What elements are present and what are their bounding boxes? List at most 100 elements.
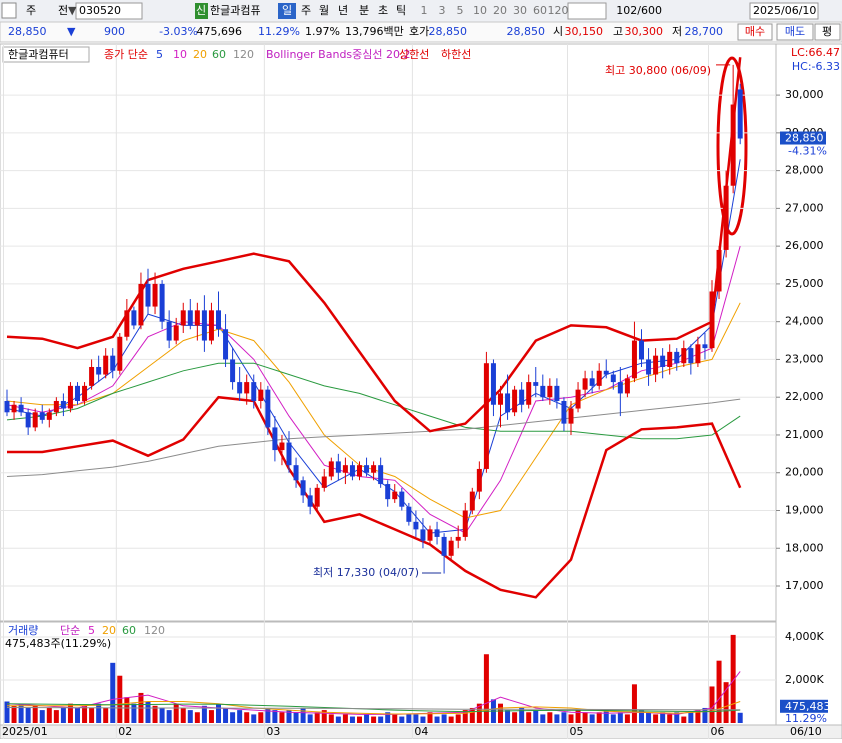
- candle-body: [328, 461, 334, 477]
- candle-body: [244, 382, 250, 394]
- volume-bar: [32, 705, 38, 723]
- volume-bar: [216, 703, 221, 723]
- date[interactable]: 2025/06/10: [753, 4, 816, 17]
- legend-prefix: 종가 단순: [104, 48, 148, 61]
- indicator-line: [6, 703, 741, 713]
- period-button[interactable]: 초: [378, 4, 388, 17]
- candle-body: [561, 400, 567, 424]
- volume-bar: [723, 682, 729, 723]
- quote-volume: 475,696: [197, 25, 243, 38]
- volume-bar: [307, 714, 313, 723]
- avg-button[interactable]: [814, 23, 841, 41]
- interval-button[interactable]: 30: [513, 4, 527, 17]
- candle-body: [505, 393, 511, 413]
- interval-button[interactable]: 3: [439, 4, 446, 17]
- volume-bar: [448, 716, 454, 723]
- candle-body: [117, 336, 123, 371]
- period-active[interactable]: [278, 3, 296, 19]
- legend-item: 10: [173, 48, 187, 61]
- candle-body: [124, 310, 130, 337]
- annotation-low: 최저 17,330 (04/07): [313, 566, 419, 579]
- quote-change-pct: -3.03%: [159, 25, 198, 38]
- interval-button[interactable]: 5: [457, 4, 464, 17]
- candle-body: [702, 344, 708, 349]
- candle-body: [25, 412, 31, 428]
- interval-button[interactable]: 20: [493, 4, 507, 17]
- quote-buy[interactable]: 매수: [745, 25, 765, 38]
- x-tick-label: 03: [266, 725, 280, 738]
- period-button[interactable]: 월: [319, 4, 329, 17]
- candle-body: [716, 249, 722, 292]
- volume-bar: [258, 712, 264, 723]
- volume-bar: [110, 662, 116, 723]
- credit: 신: [196, 4, 206, 17]
- interval-button[interactable]: 1: [421, 4, 428, 17]
- date-input[interactable]: [749, 2, 819, 20]
- period-prev-icon: ▼: [68, 4, 77, 17]
- candle-body: [399, 491, 405, 507]
- volume-bar: [695, 710, 701, 723]
- interval-input[interactable]: [567, 2, 607, 20]
- code-input[interactable]: [75, 2, 143, 20]
- volume-bar: [89, 707, 95, 723]
- period-button[interactable]: 분: [359, 4, 369, 17]
- candle-body: [674, 351, 680, 364]
- candle-body: [265, 389, 271, 428]
- volume-bar: [335, 716, 341, 723]
- period-button[interactable]: 틱: [396, 4, 406, 17]
- volume-bar: [194, 712, 200, 723]
- quote-sell[interactable]: 매도: [785, 25, 805, 38]
- legend-item: 20: [193, 48, 207, 61]
- period-button[interactable]: 일: [282, 3, 292, 17]
- quote-avg[interactable]: 평: [822, 25, 832, 38]
- candle-body: [18, 404, 24, 413]
- period-button[interactable]: 년: [338, 4, 348, 17]
- volume-bar: [582, 712, 588, 723]
- annotation-high: 최고 30,800 (06/09): [605, 64, 711, 77]
- volume-bar: [667, 714, 673, 723]
- sell-button[interactable]: [776, 23, 814, 41]
- interval-button[interactable]: 10: [473, 4, 487, 17]
- quote-high-label: 고: [613, 25, 623, 38]
- quote-ratio: 1.97%: [305, 25, 340, 38]
- buy-button[interactable]: [737, 23, 773, 41]
- stock-code[interactable]: 030520: [79, 4, 121, 17]
- volume-bar: [469, 707, 475, 723]
- x-tick-label: 06: [711, 725, 725, 738]
- candle-body: [653, 355, 659, 375]
- quote-high: 30,300: [625, 25, 664, 38]
- volume-bar: [53, 710, 59, 723]
- candle-body: [96, 366, 102, 375]
- candle-body: [166, 321, 172, 341]
- y-tick-label: 2,000K: [785, 673, 824, 686]
- volume-bar: [716, 660, 722, 723]
- volume-bar: [39, 710, 45, 723]
- candle-body: [420, 529, 426, 541]
- y-tick-label: 22,000: [785, 390, 824, 403]
- volume-bar: [237, 710, 243, 723]
- volume-bar: [67, 703, 73, 723]
- candle-body: [427, 529, 433, 541]
- period-button[interactable]: 주: [301, 4, 311, 17]
- volume-bar: [702, 707, 708, 723]
- lc-label: LC:66.47: [791, 46, 840, 59]
- volume-bar: [103, 707, 109, 723]
- x-tick-label: 02: [118, 725, 132, 738]
- candle-body: [639, 340, 644, 360]
- interval-button[interactable]: 60: [533, 4, 547, 17]
- highlight-ellipse: [716, 56, 748, 236]
- interval-button[interactable]: 120: [548, 4, 569, 17]
- candle-body: [75, 385, 80, 401]
- volume-bar: [385, 712, 391, 723]
- menu-button[interactable]: [1, 2, 17, 19]
- volume-bar: [145, 701, 151, 723]
- volume-bar: [575, 710, 581, 723]
- candle-body: [46, 412, 52, 420]
- quote-price: 28,850: [8, 25, 47, 38]
- volume-summary: 475,483주(11.29%): [5, 637, 111, 650]
- volume-bar: [483, 654, 489, 723]
- volume-bar: [462, 710, 468, 723]
- volume-bar: [349, 716, 355, 723]
- volume-bar: [688, 712, 694, 723]
